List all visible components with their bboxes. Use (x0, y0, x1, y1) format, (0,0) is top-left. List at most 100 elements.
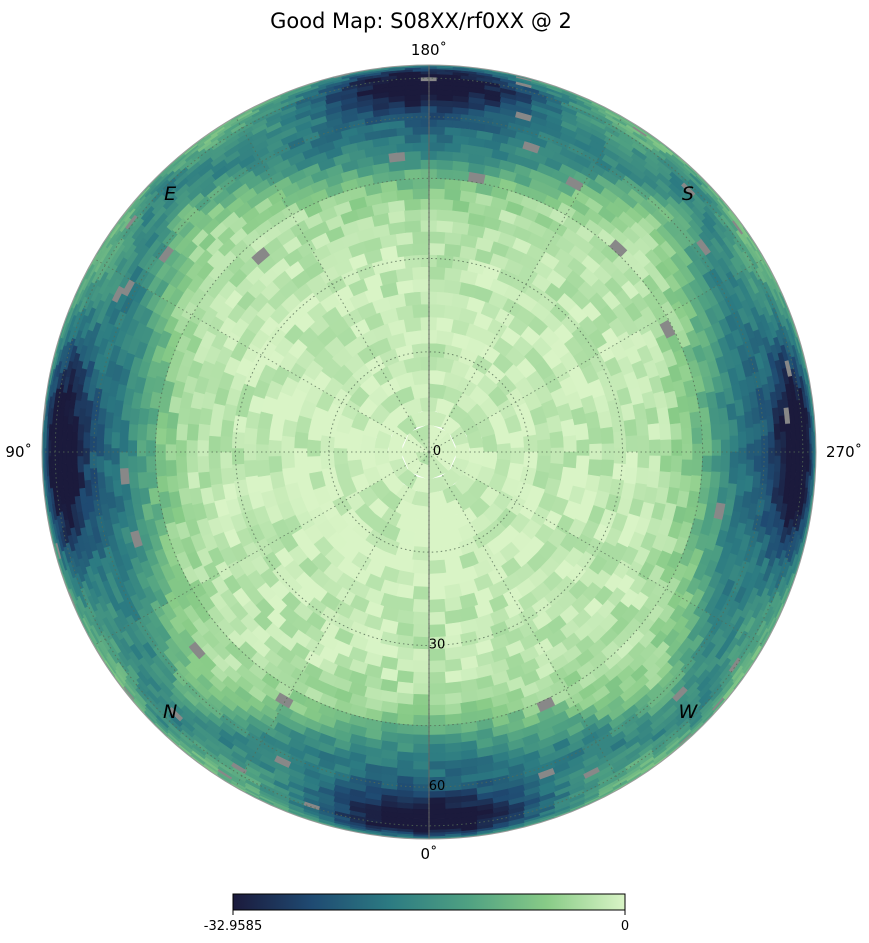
heatmap-cell (61, 447, 67, 465)
heatmap-cell (767, 431, 776, 449)
heatmap-cell (428, 586, 446, 601)
heatmap-cell (428, 598, 446, 614)
heatmap-cell (396, 188, 414, 201)
heatmap-cell (136, 439, 147, 457)
heatmap-cell (412, 714, 430, 727)
heatmap-cell (66, 439, 73, 457)
heatmap-cell (231, 463, 246, 482)
heatmap-cell (145, 455, 157, 473)
heatmap-cell (648, 455, 662, 473)
angle-tick-label: 0˚ (420, 845, 437, 863)
heatmap-cell (753, 439, 763, 457)
heatmap-cell (428, 808, 446, 815)
heatmap-cell (243, 426, 258, 445)
heatmap-cell (428, 230, 446, 244)
heatmap-cell (103, 459, 113, 477)
heatmap-cell (444, 646, 463, 661)
heatmap-cell (395, 681, 414, 695)
heatmap-cell (412, 734, 430, 745)
heatmap-cell (403, 254, 422, 269)
heatmap-cell (635, 418, 650, 437)
heatmap-cell (268, 422, 284, 441)
heatmap-cell (737, 463, 748, 481)
angle-tick-label: 270˚ (826, 443, 862, 461)
heatmap-cell (791, 447, 797, 465)
heatmap-cell (412, 303, 430, 318)
heatmap-cell (729, 451, 740, 469)
heatmap-cell (220, 467, 235, 486)
heatmap-cell (523, 434, 539, 453)
heatmap-cell (412, 141, 430, 152)
heatmap-cell (428, 266, 446, 280)
heatmap-cell (395, 243, 414, 258)
direction-label: W (679, 701, 699, 723)
heatmap-cell (403, 316, 422, 333)
heatmap-cell (428, 111, 446, 120)
chart-title: Good Map: S08XX/rf0XX @ 2 (270, 9, 572, 33)
heatmap-cell (537, 438, 552, 457)
heatmap-cell (412, 704, 430, 717)
heatmap-cell (761, 451, 770, 469)
heatmap-cell (753, 423, 762, 441)
heatmap-cell (119, 419, 130, 437)
heatmap-cell (165, 459, 177, 477)
heatmap-cell (412, 660, 430, 674)
direction-label: N (163, 701, 177, 723)
heatmap-cell (428, 126, 446, 135)
radial-tick-label: 0 (433, 444, 441, 459)
heatmap-cell (267, 439, 282, 457)
heatmap-cell (319, 434, 335, 453)
heatmap-cell (110, 447, 120, 465)
heatmap-cell (412, 784, 430, 793)
heatmap-cell (412, 752, 430, 763)
heatmap-cell (231, 431, 245, 449)
heatmap-cell (444, 670, 462, 684)
heatmap-cell (428, 624, 446, 638)
heatmap-cell (669, 422, 683, 441)
heatmap-cell (280, 451, 295, 469)
heatmap-cell (436, 133, 454, 144)
heatmap-cell (410, 382, 430, 400)
heatmap-cell (444, 231, 463, 246)
heatmap-cell (412, 808, 430, 815)
heatmap-cell (587, 459, 603, 478)
heatmap-cell (720, 455, 731, 473)
heatmap-cell (428, 504, 448, 522)
heatmap-cell (255, 426, 271, 445)
heatmap-cell (412, 813, 430, 820)
heatmap-cell (293, 447, 308, 465)
heatmap-cell (576, 439, 591, 457)
colorbar-gradient (232, 893, 626, 911)
heatmap-cell (71, 447, 78, 465)
heatmap-cell (96, 423, 105, 441)
heatmap-cell (319, 451, 335, 470)
heatmap-cell (145, 423, 158, 441)
heatmap-cell (444, 188, 462, 201)
heatmap-cell (600, 459, 615, 478)
heatmap-cell (444, 178, 462, 191)
heatmap-cell (428, 177, 446, 190)
heatmap-cell (95, 439, 105, 457)
colorbar-max-label: 0 (621, 919, 629, 934)
heatmap-cell (404, 150, 422, 161)
radial-tick-label: 60 (429, 779, 446, 794)
heatmap-cell (428, 278, 446, 293)
heatmap-cell (412, 611, 430, 626)
heatmap-cell (196, 439, 209, 457)
heatmap-cell (692, 443, 703, 461)
heatmap-cell (428, 518, 447, 535)
heatmap-cell (185, 439, 198, 457)
heatmap-cell (625, 435, 639, 453)
heatmap-cell (118, 435, 129, 453)
heatmap-cell (243, 443, 257, 461)
heatmap-cell (536, 455, 552, 474)
heatmap-cell (293, 430, 309, 449)
heatmap-cell (436, 118, 454, 128)
heatmap-cell (575, 455, 591, 473)
heatmap-cell (404, 159, 422, 171)
heatmap-cell (110, 463, 121, 481)
heatmap-cell (396, 713, 414, 726)
heatmap-cell (165, 427, 177, 445)
heatmap-cell (412, 797, 430, 805)
heatmap-cell (444, 713, 462, 726)
